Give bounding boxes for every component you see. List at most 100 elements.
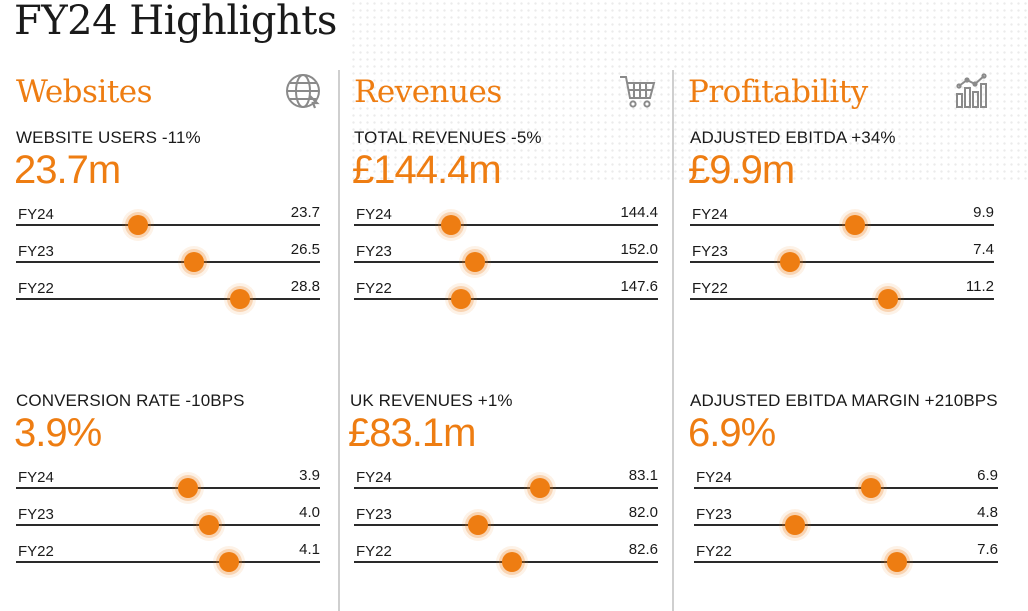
year-row: FY22 4.1 [16, 541, 320, 578]
scale-line [16, 524, 320, 526]
year-value: 144.4 [620, 204, 658, 221]
scale-line [690, 224, 994, 226]
column-websites: Websites WEBSITE USERS -11% 23.7m FY24 23… [14, 0, 326, 611]
year-label: FY24 [696, 469, 732, 486]
value-marker [780, 252, 801, 272]
year-value: 26.5 [290, 241, 320, 258]
year-label: FY22 [18, 280, 54, 297]
year-row: FY22 82.6 [354, 541, 658, 578]
value-marker [529, 478, 550, 498]
dot-pattern-background [350, 0, 1028, 180]
year-label: FY23 [356, 243, 392, 260]
scale-line [354, 298, 658, 300]
page-title: FY24 Highlights [14, 0, 337, 44]
metric-label: TOTAL REVENUES -5% [354, 128, 542, 147]
year-label: FY23 [18, 243, 54, 260]
year-row: FY23 26.5 [16, 241, 320, 278]
year-value: 4.1 [299, 541, 320, 558]
year-label: FY22 [356, 280, 392, 297]
scale-line [694, 487, 998, 489]
metric-value: £83.1m [348, 411, 476, 455]
year-label: FY22 [356, 543, 392, 560]
value-marker [844, 215, 865, 235]
globe-icon [284, 72, 322, 110]
year-label: FY24 [18, 469, 54, 486]
year-value: 9.9 [973, 204, 994, 221]
value-marker [861, 478, 882, 498]
value-marker [785, 515, 806, 535]
value-marker [886, 552, 907, 572]
year-label: FY24 [356, 206, 392, 223]
year-value: 7.6 [977, 541, 998, 558]
metric-label: ADJUSTED EBITDA +34% [690, 128, 896, 147]
year-value: 11.2 [965, 278, 994, 295]
year-value: 3.9 [299, 467, 320, 484]
year-label: FY23 [18, 506, 54, 523]
value-marker [178, 478, 199, 498]
scale-line [694, 524, 998, 526]
value-marker [184, 252, 204, 272]
scale-line [354, 487, 658, 489]
metric-label: UK REVENUES +1% [350, 391, 513, 410]
year-label: FY24 [692, 206, 728, 223]
year-row: FY22 147.6 [354, 278, 658, 315]
year-value: 82.6 [628, 541, 658, 558]
metric-value: 23.7m [14, 148, 121, 192]
year-row: FY24 83.1 [354, 467, 658, 504]
year-label: FY24 [18, 206, 54, 223]
metric-label: ADJUSTED EBITDA MARGIN +210BPS [690, 391, 998, 410]
scale-line [690, 298, 994, 300]
column-divider [672, 70, 674, 611]
year-value: 28.8 [290, 278, 320, 295]
year-label: FY23 [696, 506, 732, 523]
year-label: FY22 [692, 280, 728, 297]
year-value: 6.9 [977, 467, 998, 484]
metric-value: 3.9% [14, 411, 102, 455]
scale-line [16, 561, 320, 563]
scale-line [16, 261, 320, 263]
bar-chart-icon [954, 72, 992, 110]
value-marker [441, 215, 462, 235]
value-marker [230, 289, 250, 309]
column-heading: Profitability [688, 74, 868, 110]
scale-line [694, 561, 998, 563]
metric-value: 6.9% [688, 411, 776, 455]
year-row: FY22 28.8 [16, 278, 320, 315]
year-label: FY22 [696, 543, 732, 560]
year-value: 83.1 [628, 467, 658, 484]
value-marker [218, 552, 239, 572]
metric-label: CONVERSION RATE -10BPS [16, 391, 245, 410]
year-row: FY23 4.0 [16, 504, 320, 541]
scale-line [354, 524, 658, 526]
year-row: FY23 7.4 [690, 241, 994, 278]
year-value: 152.0 [620, 241, 658, 258]
scale-line [354, 261, 658, 263]
year-row: FY24 9.9 [690, 204, 994, 241]
value-marker [198, 515, 219, 535]
year-row: FY23 152.0 [354, 241, 658, 278]
scale-line [354, 224, 658, 226]
year-label: FY23 [692, 243, 728, 260]
scale-line [16, 487, 320, 489]
column-revenues: Revenues TOTAL REVENUES -5% £144.4m FY24… [348, 0, 662, 611]
year-value: 147.6 [620, 278, 658, 295]
scale-line [16, 224, 320, 226]
value-marker [878, 289, 899, 309]
column-divider [338, 70, 340, 611]
year-row: FY24 23.7 [16, 204, 320, 241]
metric-value: £9.9m [688, 148, 795, 192]
year-row: FY24 6.9 [694, 467, 998, 504]
year-label: FY23 [356, 506, 392, 523]
metric-label: WEBSITE USERS -11% [16, 128, 201, 147]
year-value: 23.7 [290, 204, 320, 221]
column-heading: Websites [16, 74, 153, 110]
value-marker [465, 252, 486, 272]
year-label: FY24 [356, 469, 392, 486]
scale-line [16, 298, 320, 300]
scale-line [690, 261, 994, 263]
value-marker [451, 289, 472, 309]
year-row: FY22 11.2 [690, 278, 994, 315]
value-marker [501, 552, 522, 572]
year-row: FY23 4.8 [694, 504, 998, 541]
year-label: FY22 [18, 543, 54, 560]
